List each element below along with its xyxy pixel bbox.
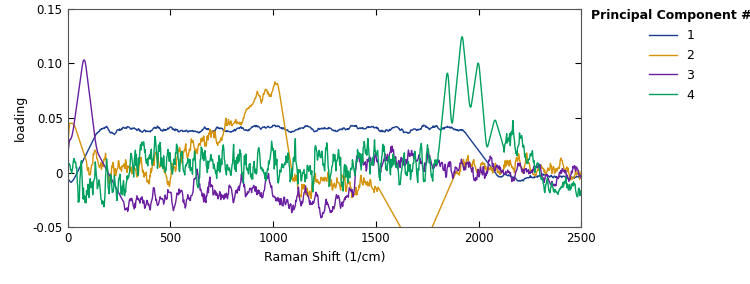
4 — [577, 189, 586, 192]
4 — [458, 35, 466, 38]
Legend: 1, 2, 3, 4: 1, 2, 3, 4 — [586, 4, 750, 107]
3 — [116, 195, 125, 198]
4 — [272, 158, 280, 162]
3 — [417, 161, 426, 164]
4 — [63, 166, 72, 170]
4 — [474, 62, 483, 65]
1 — [116, 128, 125, 132]
2 — [270, 80, 279, 84]
4 — [290, 160, 298, 163]
1 — [416, 128, 425, 131]
4 — [416, 145, 425, 149]
Line: 3: 3 — [68, 60, 581, 218]
3 — [80, 58, 88, 62]
2 — [63, 146, 72, 150]
Line: 1: 1 — [68, 125, 581, 182]
1 — [67, 181, 76, 184]
2 — [465, 164, 474, 168]
3 — [474, 169, 483, 173]
2 — [272, 83, 280, 86]
2 — [417, 236, 426, 239]
3 — [465, 160, 474, 164]
2 — [290, 179, 298, 183]
Line: 4: 4 — [68, 37, 581, 207]
1 — [474, 149, 483, 152]
4 — [116, 181, 125, 184]
3 — [577, 176, 586, 180]
3 — [272, 199, 280, 202]
3 — [63, 154, 72, 158]
Y-axis label: loading: loading — [13, 95, 27, 141]
2 — [116, 167, 124, 171]
1 — [290, 130, 298, 133]
4 — [100, 205, 109, 208]
1 — [465, 136, 474, 139]
1 — [577, 173, 586, 176]
1 — [272, 125, 280, 128]
3 — [290, 207, 298, 210]
1 — [419, 123, 428, 127]
Line: 2: 2 — [68, 82, 581, 241]
2 — [474, 174, 483, 177]
2 — [411, 239, 420, 242]
3 — [316, 216, 326, 220]
2 — [577, 170, 586, 174]
1 — [63, 176, 72, 180]
4 — [465, 99, 474, 103]
X-axis label: Raman Shift (1/cm): Raman Shift (1/cm) — [264, 250, 386, 264]
